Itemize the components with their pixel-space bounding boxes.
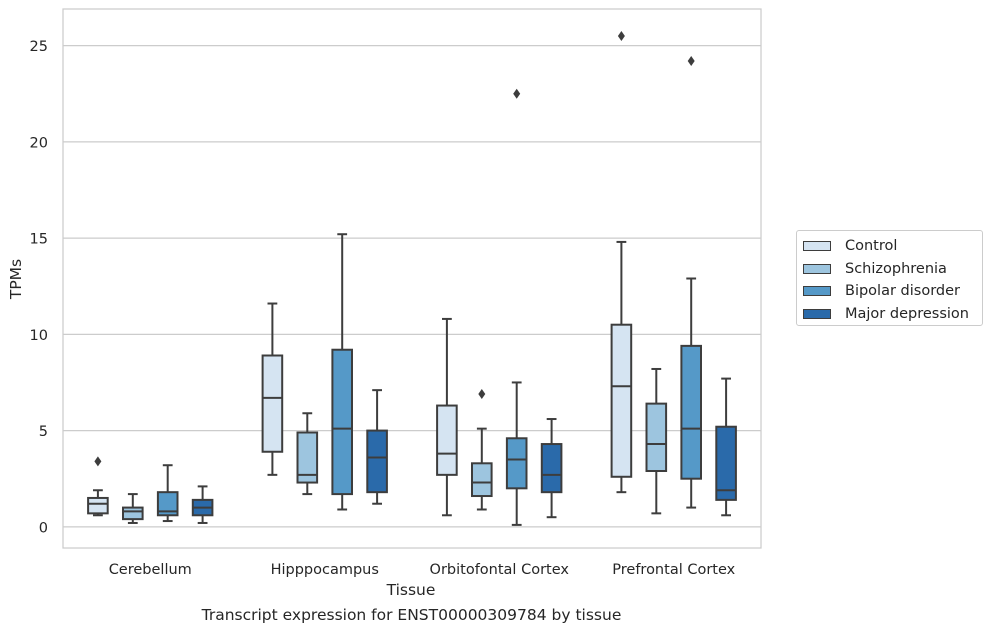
box-iqr <box>331 348 353 496</box>
legend-swatch <box>803 308 831 319</box>
y-tick-label: 10 <box>30 328 48 344</box>
box-iqr <box>715 425 737 501</box>
outlier-point <box>687 55 695 66</box>
x-tick-labels: Cerebellum Hipppocampus Orbitofontal Corte… <box>109 562 736 578</box>
x-axis-label: Tissue <box>386 581 436 599</box>
legend-label: Major depression <box>845 305 969 322</box>
box-iqr <box>87 496 109 515</box>
legend-label: Schizophrenia <box>845 260 947 277</box>
y-tick-label: 15 <box>30 232 48 248</box>
box-major-depression <box>715 377 737 517</box>
legend-item: Schizophrenia <box>803 258 982 281</box>
legend-swatch <box>803 263 831 274</box>
plot-area-frame <box>62 8 762 549</box>
box-iqr <box>436 404 458 476</box>
y-tick-labels: 0 5 10 15 20 25 <box>30 39 48 536</box>
box-control <box>610 30 633 494</box>
box-bipolar-disorder <box>680 55 703 509</box>
box-bipolar-disorder <box>505 88 528 526</box>
box-control <box>261 302 284 476</box>
x-tick-label: Hipppocampus <box>271 562 379 578</box>
box-iqr <box>680 344 703 480</box>
box-plot-marks <box>87 30 737 526</box>
x-tick-label: Cerebellum <box>109 562 192 578</box>
box-control <box>87 456 109 517</box>
box-schizophrenia <box>122 493 144 524</box>
box-bipolar-disorder <box>331 233 353 511</box>
chart-legend: Control Schizophrenia Bipolar disorder Majo… <box>796 230 983 326</box>
box-major-depression <box>191 485 214 524</box>
box-iqr <box>471 462 493 498</box>
outlier-point <box>478 389 486 399</box>
box-iqr <box>610 323 633 478</box>
y-tick-label: 20 <box>30 135 48 151</box>
box-major-depression <box>366 389 388 505</box>
x-tick-label: Orbitofontal Cortex <box>430 562 570 578</box>
box-iqr <box>366 429 388 494</box>
box-iqr <box>261 354 284 453</box>
outlier-point <box>94 456 102 467</box>
box-iqr <box>540 443 563 494</box>
outlier-point <box>617 30 625 41</box>
box-schizophrenia <box>471 389 493 511</box>
chart-caption: Transcript expression for ENST0000030978… <box>201 606 622 624</box>
legend-item: Control <box>803 235 982 258</box>
box-iqr <box>156 491 179 517</box>
y-tick-label: 25 <box>30 39 48 55</box>
y-tick-label: 5 <box>39 424 48 440</box>
grid-lines <box>63 44 761 528</box>
outlier-point <box>513 88 521 99</box>
legend-swatch <box>803 241 831 252</box>
box-iqr <box>122 506 144 521</box>
y-axis-label: TPMs <box>7 259 25 300</box>
box-iqr <box>505 437 528 490</box>
box-schizophrenia <box>296 412 319 496</box>
box-schizophrenia <box>645 367 668 515</box>
x-tick-label: Prefrontal Cortex <box>612 562 735 578</box>
legend-item: Major depression <box>803 303 982 326</box>
legend-item: Bipolar disorder <box>803 280 982 303</box>
box-iqr <box>296 431 319 484</box>
legend-label: Control <box>845 238 898 255</box>
legend-swatch <box>803 286 831 297</box>
box-control <box>436 317 458 517</box>
box-major-depression <box>540 418 563 519</box>
y-tick-label: 0 <box>39 520 48 536</box>
box-iqr <box>645 402 668 472</box>
box-bipolar-disorder <box>156 464 179 523</box>
legend-label: Bipolar disorder <box>845 283 960 300</box>
